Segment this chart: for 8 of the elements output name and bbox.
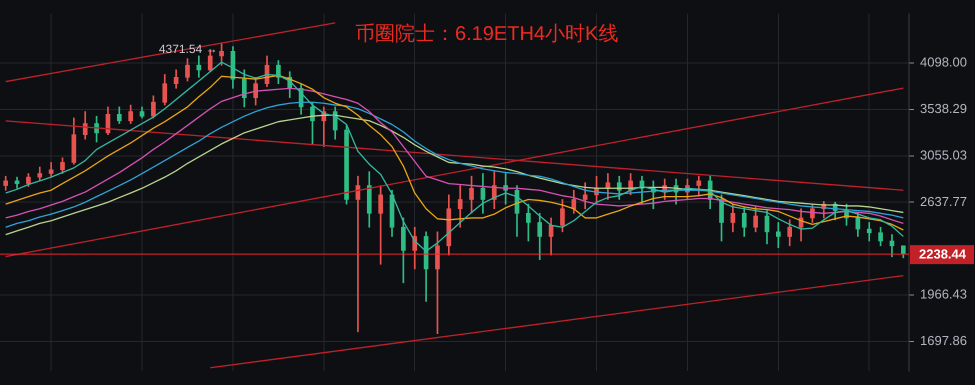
y-tick-label: 1966.43 xyxy=(920,286,967,302)
y-tick-label: 4098.00 xyxy=(920,54,967,70)
text: 币圈院士：6.19ETH4小时K线 xyxy=(355,22,618,47)
y-tick-label: 3055.03 xyxy=(920,147,967,162)
y-tick-label: 3538.29 xyxy=(920,101,967,116)
y-tick-label: 1697.86 xyxy=(920,332,967,348)
y-tick-label: 2637.77 xyxy=(920,194,967,209)
ref-line-label: 2238.44 xyxy=(919,246,967,262)
